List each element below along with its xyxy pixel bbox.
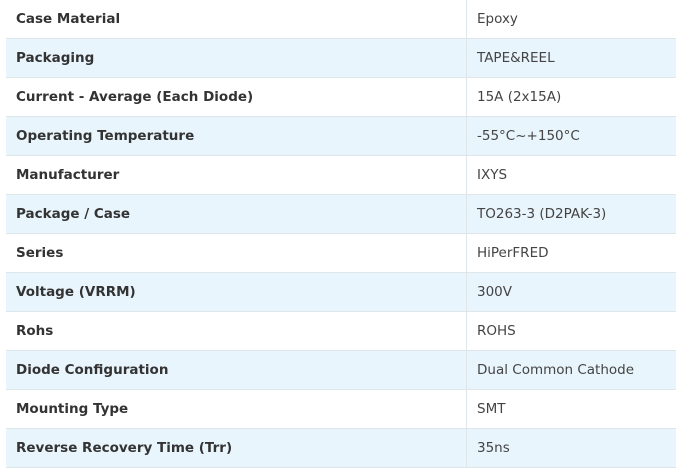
spec-value: -55°C~+150°C [467,117,676,156]
spec-value: IXYS [467,156,676,195]
spec-label: Case Material [6,0,467,39]
spec-label: Operating Temperature [6,117,467,156]
spec-value: 15A (2x15A) [467,78,676,117]
spec-value: 300V [467,273,676,312]
spec-value: TO263-3 (D2PAK-3) [467,195,676,234]
table-row: Reverse Recovery Time (Trr) 35ns [6,429,676,468]
spec-label: Voltage (VRRM) [6,273,467,312]
table-row: Packaging TAPE&REEL [6,39,676,78]
table-row: Diode Configuration Dual Common Cathode [6,351,676,390]
spec-label: Series [6,234,467,273]
spec-value: Dual Common Cathode [467,351,676,390]
spec-table: Case Material Epoxy Packaging TAPE&REEL … [6,0,676,468]
table-row: Package / Case TO263-3 (D2PAK-3) [6,195,676,234]
table-row: Rohs ROHS [6,312,676,351]
table-row: Case Material Epoxy [6,0,676,39]
spec-value: ROHS [467,312,676,351]
table-row: Current - Average (Each Diode) 15A (2x15… [6,78,676,117]
spec-label: Diode Configuration [6,351,467,390]
table-row: Mounting Type SMT [6,390,676,429]
table-row: Voltage (VRRM) 300V [6,273,676,312]
spec-label: Reverse Recovery Time (Trr) [6,429,467,468]
spec-label: Manufacturer [6,156,467,195]
spec-label: Package / Case [6,195,467,234]
spec-value: TAPE&REEL [467,39,676,78]
spec-value: 35ns [467,429,676,468]
spec-value: SMT [467,390,676,429]
spec-value: HiPerFRED [467,234,676,273]
spec-label: Rohs [6,312,467,351]
table-row: Operating Temperature -55°C~+150°C [6,117,676,156]
spec-label: Packaging [6,39,467,78]
table-row: Manufacturer IXYS [6,156,676,195]
spec-label: Mounting Type [6,390,467,429]
spec-value: Epoxy [467,0,676,39]
table-row: Series HiPerFRED [6,234,676,273]
spec-label: Current - Average (Each Diode) [6,78,467,117]
